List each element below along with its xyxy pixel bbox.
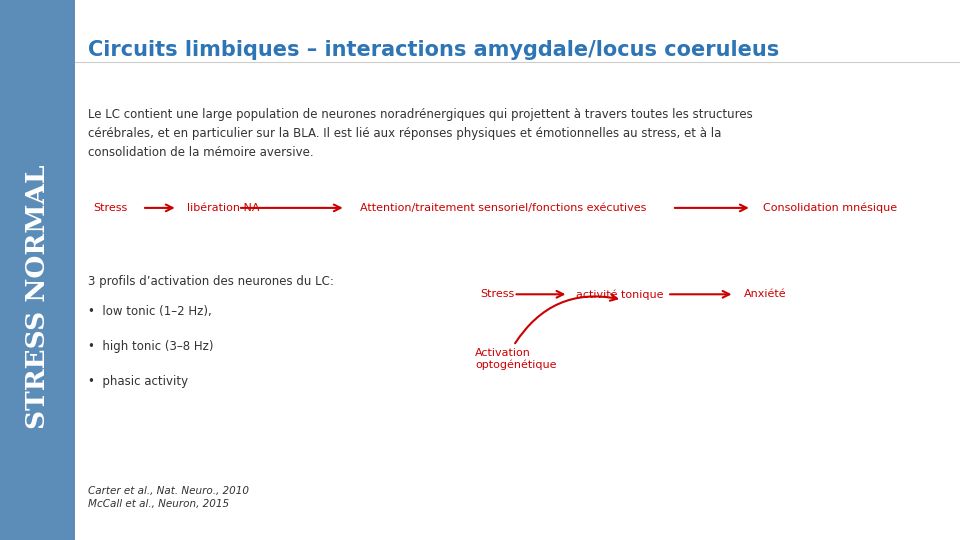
Text: libération NA: libération NA [187, 203, 260, 213]
Text: activité tonique: activité tonique [576, 289, 663, 300]
Text: •  high tonic (3–8 Hz): • high tonic (3–8 Hz) [88, 340, 214, 353]
Text: •  phasic activity: • phasic activity [88, 375, 188, 388]
Bar [0, 0, 75, 540]
Text: 3 profils d’activation des neurones du LC:: 3 profils d’activation des neurones du L… [88, 275, 334, 288]
Text: Activation
optogénétique: Activation optogénétique [475, 348, 557, 370]
Text: Circuits limbiques – interactions amygdale/locus coeruleus: Circuits limbiques – interactions amygda… [88, 40, 780, 60]
Text: Stress: Stress [480, 289, 515, 299]
Text: Carter et al., Nat. Neuro., 2010
McCall et al., Neuron, 2015: Carter et al., Nat. Neuro., 2010 McCall … [88, 486, 250, 509]
Text: Consolidation mnésique: Consolidation mnésique [763, 202, 898, 213]
Text: Le LC contient une large population de neurones noradrénergiques qui projettent : Le LC contient une large population de n… [88, 108, 753, 159]
Text: •  low tonic (1–2 Hz),: • low tonic (1–2 Hz), [88, 305, 212, 318]
Text: Stress: Stress [93, 203, 128, 213]
Text: STRESS NORMAL: STRESS NORMAL [25, 165, 50, 429]
Text: Attention/traitement sensoriel/fonctions exécutives: Attention/traitement sensoriel/fonctions… [360, 203, 646, 213]
Text: Anxiété: Anxiété [744, 289, 786, 299]
